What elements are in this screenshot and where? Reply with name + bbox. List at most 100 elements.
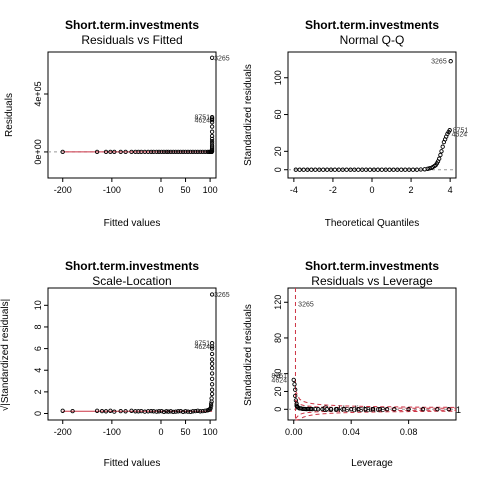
data-point (209, 141, 215, 146)
y-tick-label: 20 (273, 146, 283, 156)
x-tick-label: 2 (409, 185, 414, 195)
data-point (291, 377, 296, 383)
data-point (171, 409, 176, 415)
data-point (209, 116, 215, 121)
data-point (185, 409, 191, 414)
panel-scale-location: Short.term.investments Scale-Location -2… (0, 259, 230, 469)
data-point (375, 167, 381, 172)
point-label: 4624 (194, 344, 210, 351)
data-point (209, 376, 215, 382)
data-point (328, 406, 334, 412)
y-tick-label: 8 (33, 324, 43, 329)
data-point (193, 408, 198, 414)
data-point (173, 149, 178, 155)
data-point (136, 409, 141, 414)
data-point (356, 406, 361, 412)
data-point (112, 149, 117, 155)
panel-1-title: Short.term.investments (65, 18, 199, 32)
data-point (313, 167, 318, 172)
data-point (180, 409, 186, 415)
data-point (118, 149, 123, 155)
data-point (332, 167, 338, 172)
data-point (208, 401, 214, 406)
data-point (161, 149, 167, 155)
point-label: 4624 (271, 377, 287, 384)
data-point (209, 146, 215, 151)
data-point (300, 406, 305, 412)
x-tick-label: 0.00 (285, 427, 303, 437)
data-point (156, 409, 162, 414)
data-point (103, 149, 109, 155)
x-tick-label: 4 (448, 185, 453, 195)
panel-4-xlabel: Leverage (351, 458, 393, 469)
x-tick-label: 0 (369, 185, 374, 195)
y-tick-label: 40 (273, 369, 283, 379)
panel-3-title: Short.term.investments (65, 259, 199, 273)
data-point (341, 407, 347, 412)
data-point (447, 128, 452, 133)
data-point (209, 55, 215, 60)
data-point (188, 409, 193, 415)
panel-3-plot-frame (47, 287, 217, 421)
data-point (377, 407, 383, 412)
point-label: 3265 (214, 292, 230, 299)
panel-4-points (291, 377, 451, 412)
data-point (203, 149, 208, 155)
data-point (410, 167, 416, 172)
data-point (367, 167, 373, 172)
data-point (395, 167, 400, 172)
point-label: 3265 (298, 302, 314, 309)
data-point (438, 152, 443, 158)
data-point (156, 149, 162, 155)
data-point (149, 408, 154, 414)
panel-residuals-vs-fitted: Short.term.investments Residuals vs Fitt… (4, 18, 230, 229)
data-point (208, 403, 214, 409)
data-point (414, 167, 420, 172)
data-point (293, 387, 298, 392)
data-point (103, 409, 109, 414)
x-tick-label: -100 (103, 427, 121, 437)
data-point (60, 149, 65, 155)
data-point (301, 167, 306, 172)
data-point (320, 406, 325, 412)
panel-2-subtitle: Normal Q-Q (340, 33, 405, 47)
data-point (123, 409, 128, 414)
x-tick-label: -100 (103, 185, 121, 195)
data-point (209, 361, 215, 366)
data-point (94, 149, 100, 155)
data-point (439, 149, 444, 154)
data-point (370, 407, 375, 412)
x-tick-label: 50 (181, 427, 191, 437)
data-point (334, 407, 339, 412)
x-tick-label: 50 (181, 185, 191, 195)
data-point (166, 149, 171, 155)
panel-4-ylabel: Standardized residuals (243, 304, 254, 406)
data-point (198, 149, 203, 155)
data-point (303, 406, 308, 412)
data-point (328, 167, 334, 172)
data-point (292, 382, 297, 387)
data-point (340, 167, 345, 172)
data-point (209, 351, 215, 357)
data-point (321, 167, 326, 172)
point-label: 8751 (271, 373, 287, 380)
data-point (383, 167, 388, 172)
x-tick-label: -2 (329, 185, 337, 195)
data-point (307, 406, 312, 412)
y-tick-label: 6 (33, 346, 43, 351)
data-point (70, 408, 75, 414)
data-point (391, 167, 396, 172)
data-point (208, 405, 213, 411)
data-point (437, 156, 442, 161)
panel-1-ylabel: Residuals (4, 93, 15, 137)
x-tick-label: 0.04 (342, 427, 360, 437)
data-point (190, 409, 196, 414)
point-label: 8751 (453, 128, 469, 135)
data-point (193, 149, 198, 155)
panel-2-ylabel: Standardized residuals (243, 64, 254, 166)
data-point (176, 149, 181, 155)
data-point (406, 167, 412, 172)
data-point (209, 371, 215, 376)
data-point (200, 149, 205, 155)
